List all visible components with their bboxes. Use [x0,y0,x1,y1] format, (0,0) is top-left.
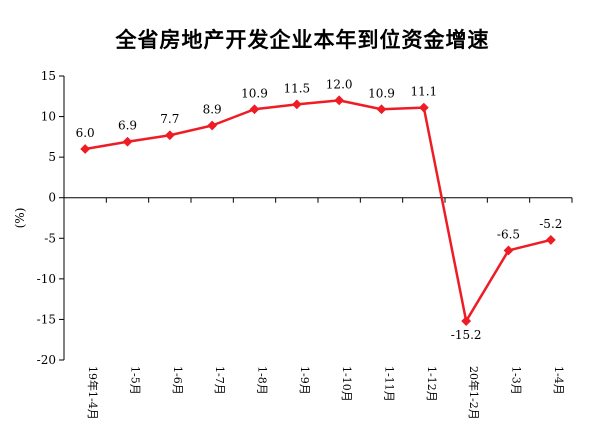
y-axis-title: (%) [13,208,27,229]
data-label: -6.5 [497,227,520,241]
x-tick-label: 1-9月 [298,366,311,395]
x-tick-label: 19年1-4月 [86,366,100,420]
data-point [461,316,472,326]
x-tick-label: 1-10月 [340,366,353,402]
data-label: 10.9 [241,86,268,100]
chart-title: 全省房地产开发企业本年到位资金增速 [115,27,490,52]
data-label: 11.1 [410,85,437,99]
y-axis: 15 10 5 0 -5 -10 -15 -20 (%) [13,69,65,367]
series-line [84,99,552,323]
data-labels: 6.0 6.9 7.7 8.9 10.9 11.5 12.0 10.9 11.1 -15.2 -6.… [76,77,563,342]
data-label: -5.2 [539,217,562,231]
data-label: -15.2 [451,328,482,342]
data-label: 11.5 [283,81,310,95]
data-point [545,235,556,245]
y-tick-label: 10 [41,110,56,124]
x-tick-label: 1-6月 [171,366,184,395]
x-tick-label: 1-12月 [425,366,438,402]
data-label: 6.0 [76,126,95,140]
data-point [164,130,175,141]
data-point [249,104,260,115]
y-tick-label: 5 [48,150,56,164]
y-tick-label: 15 [41,69,56,83]
y-tick-label: -20 [37,353,56,367]
data-point [334,95,345,106]
data-point [503,245,514,256]
x-axis: 19年1-4月 1-5月 1-6月 1-7月 1-8月 1-9月 1-10月 1-11月 1-1… [63,197,573,420]
data-label: 6.9 [118,119,137,133]
data-point [80,144,91,154]
data-label: 12.0 [326,77,353,91]
data-label: 7.7 [160,112,179,126]
x-tick-label: 1-5月 [129,366,142,395]
data-point [418,102,429,113]
x-tick-label: 1-7月 [213,366,226,395]
y-tick-label: -5 [44,231,56,245]
x-tick-label: 1-8月 [256,366,269,395]
series-line-group [80,95,556,326]
y-tick-label: -10 [37,272,56,286]
data-point [122,136,133,147]
x-tick-label: 20年1-2月 [467,366,481,420]
data-point [291,99,302,110]
data-point [207,120,218,131]
data-label: 10.9 [368,86,395,100]
data-label: 8.9 [203,102,222,116]
x-tick-label: 1-4月 [552,366,565,395]
data-point [376,104,387,115]
x-tick-label: 1-3月 [510,366,523,395]
y-tick-label: -15 [37,312,56,326]
y-tick-label: 0 [48,191,56,205]
x-tick-label: 1-11月 [383,366,396,402]
